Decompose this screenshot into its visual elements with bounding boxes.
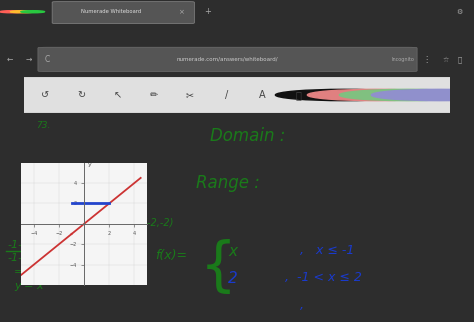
Text: ✂: ✂ xyxy=(186,90,194,100)
Text: f(x)=: f(x)= xyxy=(155,249,187,262)
Text: -1-(-2): -1-(-2) xyxy=(8,252,43,262)
Text: ↻: ↻ xyxy=(77,90,85,100)
Circle shape xyxy=(0,11,24,13)
Text: ⚙: ⚙ xyxy=(456,9,463,15)
Text: ⋮: ⋮ xyxy=(422,55,431,64)
Text: ,: , xyxy=(300,299,304,312)
Text: Range :: Range : xyxy=(196,174,260,192)
Text: Incognito: Incognito xyxy=(392,57,414,62)
FancyBboxPatch shape xyxy=(52,2,194,24)
Text: ×: × xyxy=(178,9,183,15)
Text: ,  -1 < x ≤ 2: , -1 < x ≤ 2 xyxy=(285,271,362,284)
Circle shape xyxy=(307,89,444,101)
Circle shape xyxy=(275,89,412,101)
Text: numerade.com/answers/whiteboard/: numerade.com/answers/whiteboard/ xyxy=(177,56,278,62)
Text: C: C xyxy=(45,55,50,64)
Text: 73.: 73. xyxy=(36,121,50,130)
Text: ↖: ↖ xyxy=(113,90,122,100)
FancyBboxPatch shape xyxy=(38,47,417,71)
Text: 👤: 👤 xyxy=(458,56,462,63)
Text: 2: 2 xyxy=(228,271,238,286)
Text: ✏: ✏ xyxy=(150,90,158,100)
Text: = 1: = 1 xyxy=(14,267,34,277)
Text: x: x xyxy=(228,244,237,259)
Text: Domain :: Domain : xyxy=(210,128,285,146)
Text: +: + xyxy=(204,7,211,16)
Text: ☆: ☆ xyxy=(442,57,449,62)
Text: {: { xyxy=(200,239,237,296)
Text: ,   x ≤ -1: , x ≤ -1 xyxy=(300,244,355,257)
Text: Numerade Whiteboard: Numerade Whiteboard xyxy=(81,9,141,14)
Text: ←: ← xyxy=(6,55,13,64)
Text: -1-(-2): -1-(-2) xyxy=(8,239,43,249)
Circle shape xyxy=(21,11,45,13)
Text: /: / xyxy=(225,90,228,100)
Text: 🖼: 🖼 xyxy=(296,90,302,100)
Text: y = x: y = x xyxy=(14,281,44,291)
Text: A: A xyxy=(259,90,266,100)
Text: y: y xyxy=(88,162,91,167)
Circle shape xyxy=(372,89,474,101)
Circle shape xyxy=(10,11,34,13)
Text: ↺: ↺ xyxy=(41,90,49,100)
Text: →: → xyxy=(25,55,32,64)
Text: (-1,-1),(-2,-2): (-1,-1),(-2,-2) xyxy=(110,217,173,227)
Circle shape xyxy=(339,89,474,101)
FancyBboxPatch shape xyxy=(19,77,455,113)
